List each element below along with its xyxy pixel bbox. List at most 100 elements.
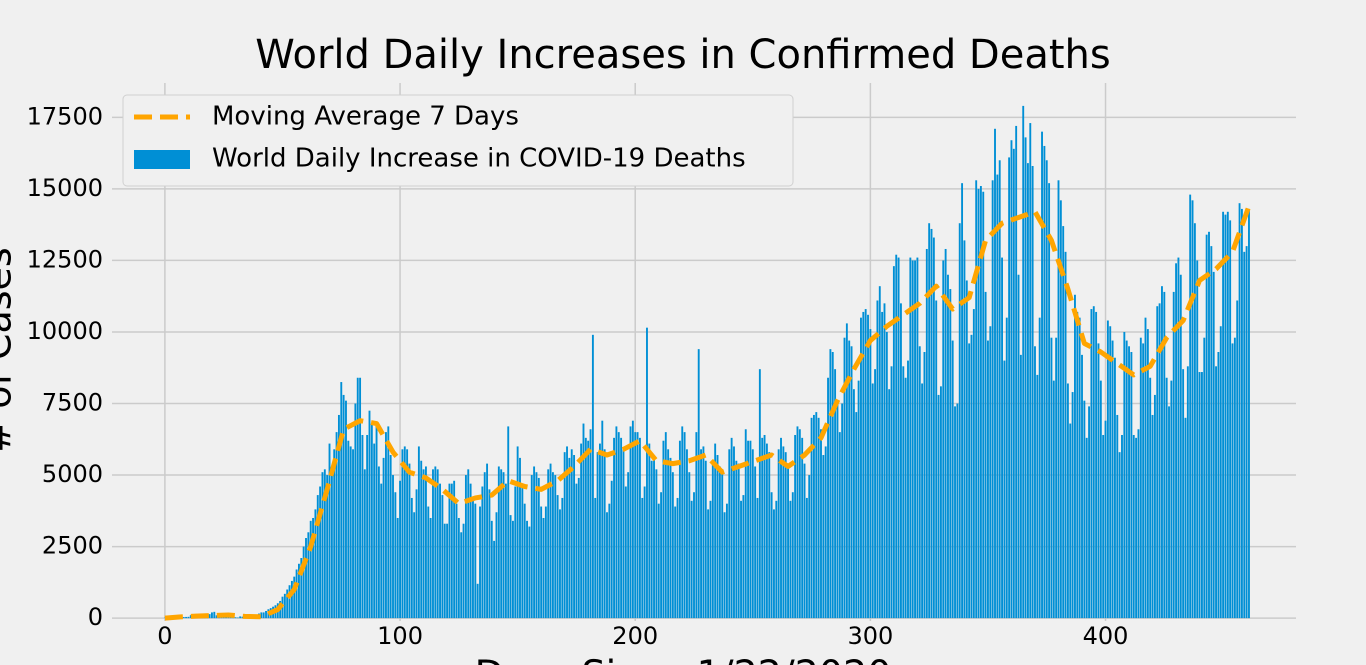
bar	[479, 506, 481, 619]
bar	[928, 223, 931, 619]
bar	[770, 492, 773, 619]
bar	[380, 483, 383, 619]
bar	[359, 377, 362, 619]
bar	[1153, 394, 1156, 619]
y-tick-label: 7500	[42, 389, 103, 417]
bar	[1172, 291, 1175, 619]
bar	[855, 412, 858, 619]
bar	[1151, 414, 1154, 619]
bar	[1055, 337, 1058, 619]
bar	[474, 503, 477, 619]
bar	[504, 483, 507, 619]
bar	[189, 615, 192, 619]
bar	[429, 517, 432, 619]
bar	[982, 191, 985, 619]
bar	[963, 240, 966, 619]
bar	[1243, 251, 1246, 619]
bar	[417, 446, 420, 619]
bar	[775, 500, 778, 619]
y-tick-label: 5000	[42, 460, 103, 488]
bar	[573, 455, 576, 619]
bar	[1240, 208, 1243, 619]
bar	[1001, 257, 1003, 619]
bar	[312, 517, 314, 619]
bar	[434, 466, 437, 619]
bar	[453, 480, 456, 619]
bar	[333, 449, 336, 619]
bar	[1205, 234, 1208, 619]
bar	[1104, 420, 1107, 619]
bar	[1116, 414, 1119, 619]
bar	[1229, 220, 1232, 619]
bar	[523, 503, 526, 619]
bar	[754, 466, 757, 619]
bar	[1144, 317, 1147, 619]
bar	[667, 449, 670, 619]
x-axis-label: Days Since 1/22/2020	[475, 653, 892, 665]
bar	[606, 512, 608, 619]
x-tick-label: 0	[157, 622, 172, 650]
bar	[1026, 163, 1029, 619]
bar	[1219, 326, 1222, 619]
bar	[1062, 226, 1065, 619]
bar	[575, 483, 578, 619]
bar	[392, 475, 394, 619]
bar	[1217, 352, 1220, 619]
bar	[850, 346, 853, 619]
chart-title: World Daily Increases in Confirmed Death…	[255, 32, 1110, 78]
legend-label: World Daily Increase in COVID-19 Deaths	[212, 144, 746, 174]
bar	[671, 472, 674, 619]
bar	[382, 457, 385, 619]
bar	[791, 492, 794, 619]
bar	[907, 360, 909, 619]
bar	[1012, 148, 1015, 619]
bar	[403, 446, 406, 619]
bar	[805, 497, 808, 619]
bar	[1163, 291, 1166, 619]
legend-box	[122, 94, 794, 187]
bar	[1078, 317, 1081, 619]
bar	[989, 326, 992, 619]
bar	[1019, 354, 1022, 619]
bar	[540, 506, 543, 619]
bar	[864, 309, 867, 619]
bar	[1097, 343, 1100, 619]
bar	[476, 583, 479, 619]
bar	[1137, 429, 1140, 619]
bar	[293, 576, 296, 619]
bar	[493, 540, 496, 619]
bar	[881, 311, 884, 619]
bar	[1161, 286, 1163, 619]
bar	[970, 334, 973, 619]
bar	[415, 489, 418, 619]
bar	[1231, 343, 1234, 619]
bar	[721, 472, 724, 619]
lines	[164, 205, 1252, 621]
bar	[526, 520, 528, 619]
bar	[337, 414, 340, 619]
bar	[314, 509, 317, 619]
bar	[1015, 125, 1018, 619]
bar	[1043, 145, 1046, 619]
bar	[655, 469, 658, 619]
bar	[629, 426, 632, 619]
bar	[286, 589, 289, 619]
bar	[947, 274, 949, 619]
bar	[1069, 423, 1072, 619]
moving-average-line	[164, 205, 1252, 621]
bar	[1121, 434, 1123, 619]
y-tick-label: 17500	[27, 102, 103, 130]
bar	[716, 455, 719, 619]
bar	[554, 475, 557, 619]
bar	[975, 180, 978, 619]
bar	[302, 546, 305, 619]
bar	[443, 523, 446, 619]
bar	[939, 386, 942, 619]
bar	[1168, 406, 1170, 619]
x-tick-label: 100	[377, 622, 423, 650]
bar	[718, 466, 721, 619]
bar	[309, 520, 312, 619]
bar	[737, 463, 740, 619]
bar	[1095, 311, 1098, 619]
